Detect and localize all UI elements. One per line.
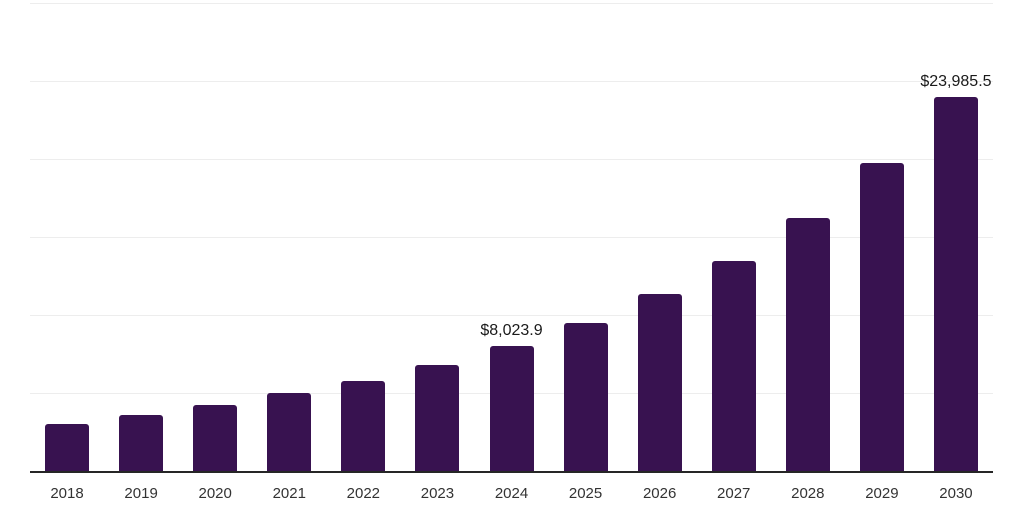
x-axis-label-2020: 2020	[198, 485, 232, 502]
bar-2021	[267, 392, 312, 471]
bar-2023	[415, 364, 460, 471]
x-axis-label-2018: 2018	[50, 485, 84, 502]
x-axis-label-2027: 2027	[717, 485, 751, 502]
x-axis-label-2024: 2024	[494, 485, 529, 502]
x-axis-label-2025: 2025	[568, 485, 603, 502]
bar-2030	[933, 96, 978, 471]
x-axis-label-2026: 2026	[642, 485, 677, 502]
x-axis-label-2019: 2019	[124, 485, 158, 502]
bar-2027	[711, 260, 756, 471]
gridline	[30, 80, 993, 82]
bar-value-label-2024: $8,023.9	[480, 321, 543, 339]
gridline	[30, 2, 993, 4]
x-axis-label-2030: 2030	[939, 485, 973, 502]
gridline	[30, 158, 993, 160]
bar-2028	[785, 217, 830, 471]
bar-2026	[637, 293, 682, 471]
gridline	[30, 314, 993, 316]
bar-2019	[119, 414, 164, 471]
bar-2022	[341, 380, 386, 471]
x-axis-label-2021: 2021	[272, 485, 306, 502]
bar-2025	[563, 322, 608, 471]
bar-2018	[45, 424, 90, 471]
x-axis-label-2028: 2028	[791, 485, 825, 502]
gridline	[30, 236, 993, 238]
bar-value-label-2030: $23,985.5	[920, 72, 992, 90]
x-axis-label-2029: 2029	[865, 485, 899, 502]
bar-2020	[193, 405, 238, 471]
bar-2024	[489, 345, 534, 471]
x-axis-label-2022: 2022	[346, 485, 381, 502]
bar-2029	[859, 163, 904, 471]
x-axis-line	[30, 471, 993, 473]
x-axis-label-2023: 2023	[420, 485, 455, 502]
